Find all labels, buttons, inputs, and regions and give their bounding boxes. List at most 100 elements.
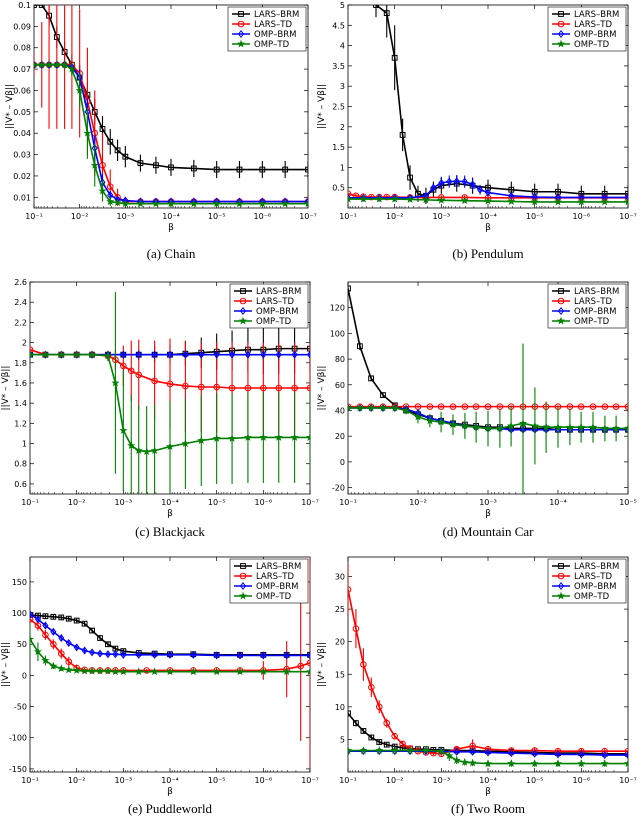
data-point [88,350,97,359]
data-point [472,403,480,410]
x-tick-label: 10⁻⁵ [208,212,226,221]
data-point [120,362,127,370]
y-tick-label: 1 [22,440,27,449]
series-OMP–BRM [30,610,310,660]
y-tick-label: 20 [335,432,345,441]
legend-label: LARS–BRM [574,287,619,297]
data-point [112,650,119,659]
y-tick-label: 1.8 [14,359,27,368]
data-point [390,403,399,412]
data-point [127,367,135,375]
data-point [83,128,92,137]
x-tick-label: 10⁻⁵ [619,498,637,507]
data-point [58,633,65,643]
panel-caption: (b) Pendulum [452,246,523,261]
data-point [421,746,430,754]
data-point [359,746,368,754]
data-point [244,350,251,359]
panel-caption: (f) Two Room [451,801,525,816]
data-point [38,5,45,8]
x-tick-label: 10⁻⁷ [301,498,319,507]
series-OMP–TD [30,292,310,494]
data-point [348,586,352,593]
data-point [30,610,34,619]
y-tick-label: 0.1 [18,1,31,10]
data-point [453,747,460,756]
legend-label: OMP–TD [256,317,292,327]
x-axis-label: β [485,223,491,233]
data-point [453,177,460,186]
x-tick-label: 10⁻⁵ [526,776,544,785]
data-point [612,424,621,432]
data-point [143,667,150,674]
data-point [60,60,69,69]
data-point [624,403,628,410]
x-tick-label: 10⁻¹ [339,776,357,785]
chart-panel-6: 10⁻¹ 10⁻² 10⁻³ 10⁻⁴ 10⁻⁵ 10⁻⁶ 10⁻⁷ 5 10 15 20 25 30 β… [317,556,637,816]
y-tick-label: 60 [335,381,345,390]
x-tick-label: 10⁻² [68,776,86,785]
series-line [34,64,308,205]
data-point [111,378,120,387]
x-tick-label: 10⁻⁶ [255,776,273,785]
series-line [348,712,628,755]
y-tick-label: 4.5 [332,21,345,30]
y-tick-label: 0.03 [13,151,31,160]
y-tick-label: 0.04 [13,129,31,138]
y-tick-label: 0 [340,458,345,467]
data-point [601,751,608,760]
data-point [483,196,493,205]
x-tick-label: 10⁻⁶ [254,212,272,221]
data-point [72,350,81,359]
data-point [483,759,493,767]
data-point [483,424,493,432]
x-tick-label: 10⁻⁶ [573,776,591,785]
data-point [213,166,220,173]
data-point [151,377,158,385]
data-point [41,350,50,359]
x-tick-label: 10⁻⁵ [526,212,544,221]
data-point [134,446,143,455]
legend-marker [558,11,564,17]
legend-label: LARS–BRM [256,287,301,297]
y-tick-label: 0.02 [13,172,31,181]
legend-marker [239,297,247,305]
x-tick-label: 10⁻⁴ [549,498,567,507]
data-point [357,343,363,350]
data-point [122,153,129,160]
data-point [281,199,290,208]
data-point [42,631,49,639]
data-point [212,667,221,676]
legend-marker [557,581,565,591]
data-point [430,183,437,192]
legend-marker [239,572,247,580]
data-point [58,614,65,621]
data-point [406,746,415,754]
data-point [98,186,107,195]
data-point [477,185,484,194]
series-OMP–TD [34,60,308,208]
x-tick-label: 10⁻⁶ [255,498,273,507]
legend-marker [237,29,245,39]
data-point [577,197,586,206]
y-tick-label: 2 [340,123,345,132]
data-point [437,746,446,755]
data-point [290,433,299,441]
x-tick-label: 10⁻⁴ [161,776,179,785]
data-point [352,625,360,632]
data-point [383,741,390,748]
data-point [367,403,376,412]
x-tick-label: 10⁻³ [115,776,133,785]
data-point [104,650,111,659]
data-point [391,193,398,202]
data-point [553,422,563,431]
data-point [34,615,41,624]
data-point [137,160,144,167]
data-point [274,433,283,441]
legend-marker [239,306,247,316]
y-tick-label: 0.07 [13,65,31,74]
data-point [57,350,66,359]
data-point [484,403,492,410]
data-point [150,667,159,676]
legend-marker [557,297,565,305]
